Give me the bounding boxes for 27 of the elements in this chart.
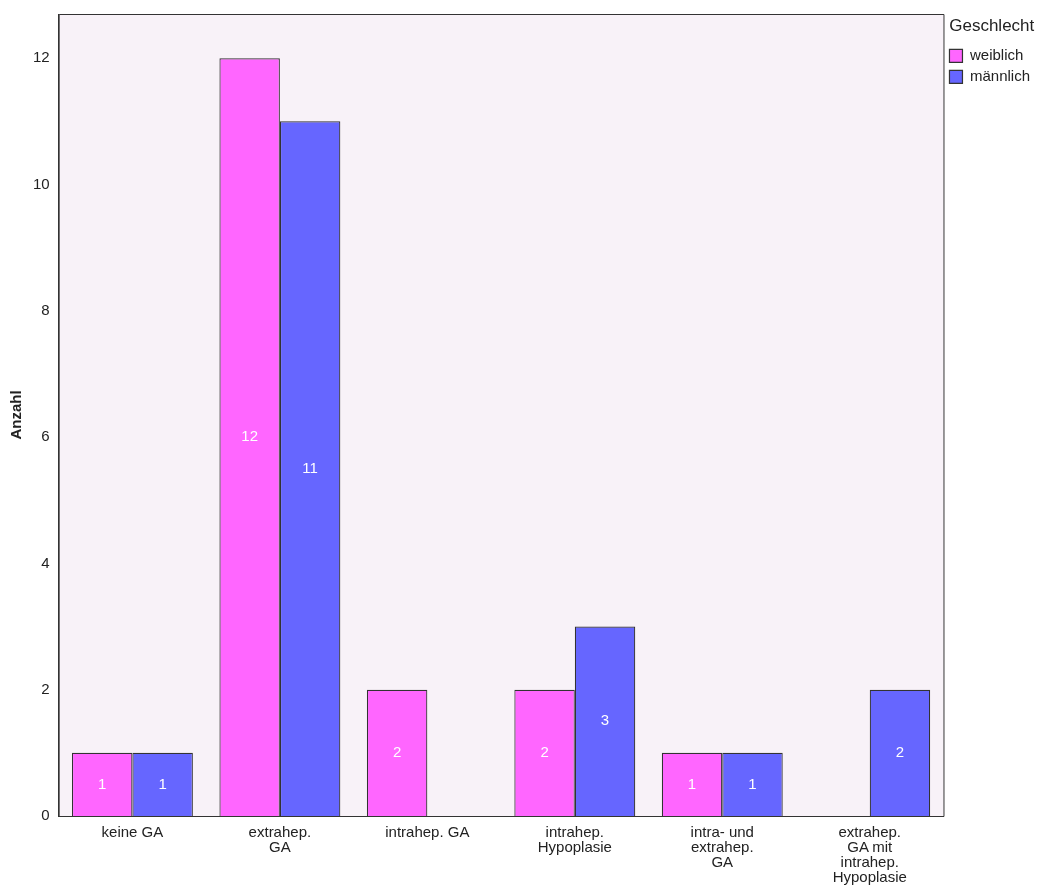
y-tick-label: 0 [41, 806, 50, 824]
y-tick-label: 6 [41, 427, 50, 445]
data-label: 1 [748, 774, 757, 792]
data-label: 1 [687, 774, 697, 792]
data-label: 2 [540, 742, 549, 760]
data-label: 11 [302, 458, 318, 476]
data-label: 1 [158, 774, 167, 792]
x-tick-label: extrahep. GA [248, 822, 312, 855]
y-tick-label: 4 [41, 553, 50, 571]
y-tick-label: 10 [33, 174, 50, 192]
data-label: 3 [600, 711, 610, 729]
y-tick-label: 8 [41, 300, 50, 318]
x-tick-label: intrahep. GA [385, 822, 470, 840]
y-tick-label: 12 [33, 48, 50, 66]
data-label: 2 [895, 742, 905, 760]
y-axis-title: Anzahl [7, 390, 25, 440]
legend-label: weiblich [968, 46, 1024, 64]
data-label: 2 [392, 742, 402, 760]
x-tick-label: intra- und extrahep. GA [690, 822, 754, 870]
legend-label: männlich [969, 67, 1030, 85]
data-label: 12 [241, 427, 258, 445]
legend-title: Geschlecht [949, 16, 1035, 36]
x-tick-label: keine GA [101, 822, 164, 840]
x-tick-label: intrahep. Hypoplasie [537, 822, 612, 855]
y-tick-label: 2 [41, 679, 50, 697]
data-label: 1 [98, 774, 107, 792]
x-tick-label: extrahep. GA mit intrahep. Hypoplasie [832, 822, 907, 885]
